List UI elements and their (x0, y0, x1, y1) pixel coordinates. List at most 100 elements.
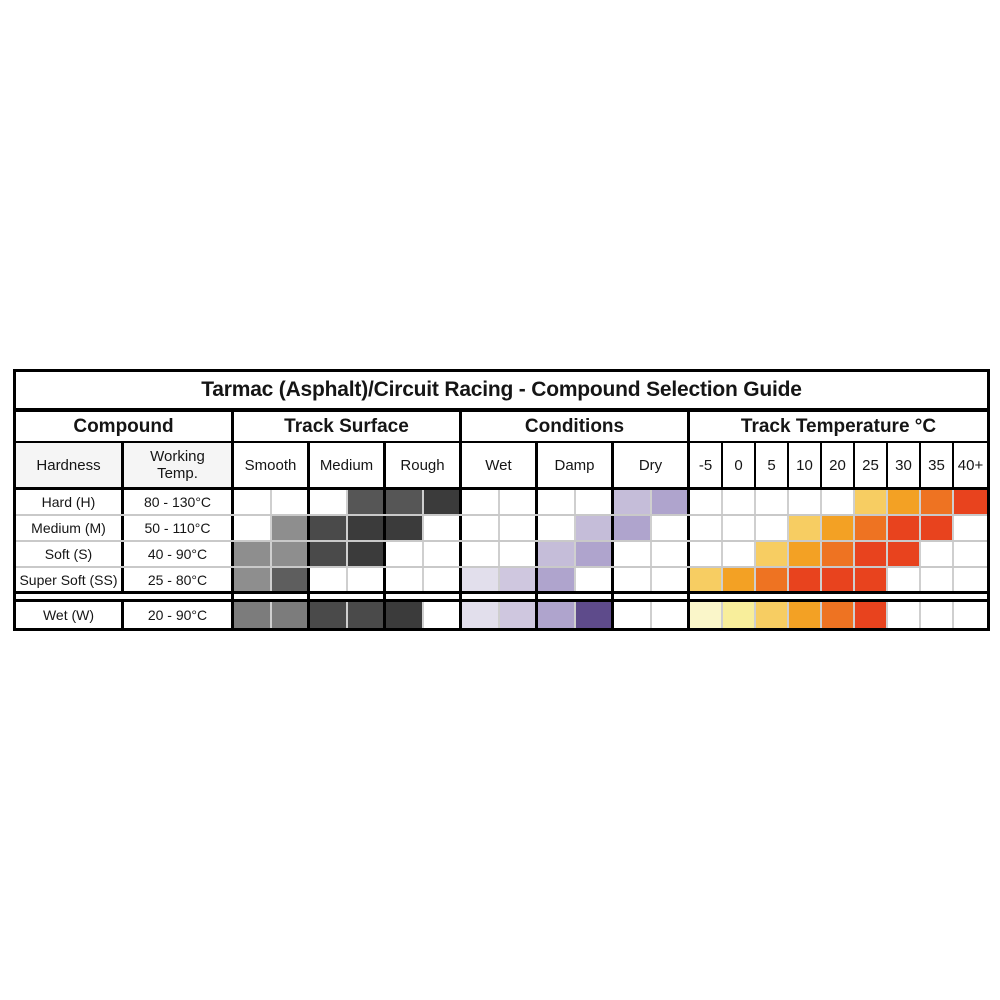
compound-label: Soft (S) (16, 542, 124, 566)
matrix-cell (954, 568, 987, 591)
matrix-cell (538, 516, 576, 540)
matrix-cell (855, 490, 888, 514)
matrix-cell (614, 602, 652, 628)
matrix-cell (234, 602, 272, 628)
col-header-smooth: Smooth (234, 443, 310, 487)
matrix-cell (310, 490, 348, 514)
matrix-cell (855, 568, 888, 591)
matrix-cell (756, 542, 789, 566)
matrix-cell (272, 542, 310, 566)
matrix-cell (888, 602, 921, 628)
matrix-cell (348, 490, 386, 514)
separator-segment (310, 594, 386, 599)
matrix-cell (855, 542, 888, 566)
separator-segment (462, 594, 538, 599)
matrix-cell (921, 490, 954, 514)
matrix-cell (756, 602, 789, 628)
matrix-cell (921, 568, 954, 591)
col-header-temp-20: 20 (822, 443, 855, 487)
matrix-cell (462, 516, 500, 540)
matrix-cell (424, 568, 462, 591)
matrix-cell (386, 602, 424, 628)
matrix-cell (822, 490, 855, 514)
separator-segment (386, 594, 462, 599)
matrix-cell (723, 568, 756, 591)
matrix-cell (272, 516, 310, 540)
matrix-cell (954, 516, 987, 540)
working-temp-value: 50 - 110°C (124, 516, 234, 540)
matrix-cell (614, 490, 652, 514)
matrix-cell (462, 568, 500, 591)
row-medium: Medium (M) 50 - 110°C (16, 516, 987, 542)
matrix-cell (272, 602, 310, 628)
matrix-cell (723, 516, 756, 540)
working-temp-value: 20 - 90°C (124, 602, 234, 628)
matrix-cell (424, 516, 462, 540)
col-header-temp-30: 30 (888, 443, 921, 487)
matrix-cell (690, 490, 723, 514)
col-header-hardness: Hardness (16, 443, 124, 487)
matrix-cell (348, 516, 386, 540)
matrix-cell (272, 568, 310, 591)
matrix-cell (348, 568, 386, 591)
col-header-rough: Rough (386, 443, 462, 487)
matrix-cell (789, 602, 822, 628)
matrix-cell (538, 490, 576, 514)
group-header-track-surface: Track Surface (234, 412, 462, 441)
matrix-cell (272, 490, 310, 514)
compound-label: Medium (M) (16, 516, 124, 540)
table-title: Tarmac (Asphalt)/Circuit Racing - Compou… (16, 372, 987, 412)
matrix-cell (500, 602, 538, 628)
separator-segment (16, 594, 234, 599)
matrix-cell (652, 568, 690, 591)
compound-label: Wet (W) (16, 602, 124, 628)
group-header-row: Compound Track Surface Conditions Track … (16, 412, 987, 443)
row-hard: Hard (H) 80 - 130°C (16, 490, 987, 516)
col-header-temp-40plus: 40+ (957, 456, 984, 474)
matrix-cell (576, 568, 614, 591)
matrix-cell (789, 568, 822, 591)
matrix-cell (822, 568, 855, 591)
group-header-conditions: Conditions (462, 412, 690, 441)
matrix-cell (310, 516, 348, 540)
matrix-cell (789, 516, 822, 540)
col-header-temp-35: 35 (921, 443, 954, 487)
matrix-cell (234, 568, 272, 591)
row-soft: Soft (S) 40 - 90°C (16, 542, 987, 568)
matrix-cell (500, 516, 538, 540)
matrix-cell (386, 516, 424, 540)
matrix-cell (386, 542, 424, 566)
matrix-cell (500, 542, 538, 566)
subheader-row: Hardness Working Temp. Smooth Medium Rou… (16, 443, 987, 490)
matrix-cell (424, 490, 462, 514)
matrix-cell (310, 568, 348, 591)
matrix-cell (500, 568, 538, 591)
matrix-cell (822, 516, 855, 540)
separator-segment (690, 594, 987, 599)
col-header-dry: Dry (614, 443, 690, 487)
matrix-cell (789, 542, 822, 566)
matrix-cell (310, 542, 348, 566)
col-header-medium: Medium (310, 443, 386, 487)
matrix-cell (921, 602, 954, 628)
col-header-temp-minus5: -5 (690, 443, 723, 487)
working-temp-value: 25 - 80°C (124, 568, 234, 591)
compound-selection-table: Tarmac (Asphalt)/Circuit Racing - Compou… (13, 369, 990, 631)
matrix-cell (652, 490, 690, 514)
matrix-cell (538, 568, 576, 591)
matrix-cell (614, 516, 652, 540)
col-header-temp-25: 25 (855, 443, 888, 487)
matrix-cell (756, 568, 789, 591)
matrix-cell (888, 542, 921, 566)
compound-label: Super Soft (SS) (16, 568, 124, 591)
matrix-cell (234, 516, 272, 540)
col-header-temp-5: 5 (756, 443, 789, 487)
matrix-cell (576, 490, 614, 514)
matrix-cell (954, 542, 987, 566)
matrix-cell (723, 490, 756, 514)
working-temp-value: 80 - 130°C (124, 490, 234, 514)
matrix-cell (690, 602, 723, 628)
group-header-track-temperature: Track Temperature °C (740, 415, 937, 437)
matrix-cell (538, 602, 576, 628)
